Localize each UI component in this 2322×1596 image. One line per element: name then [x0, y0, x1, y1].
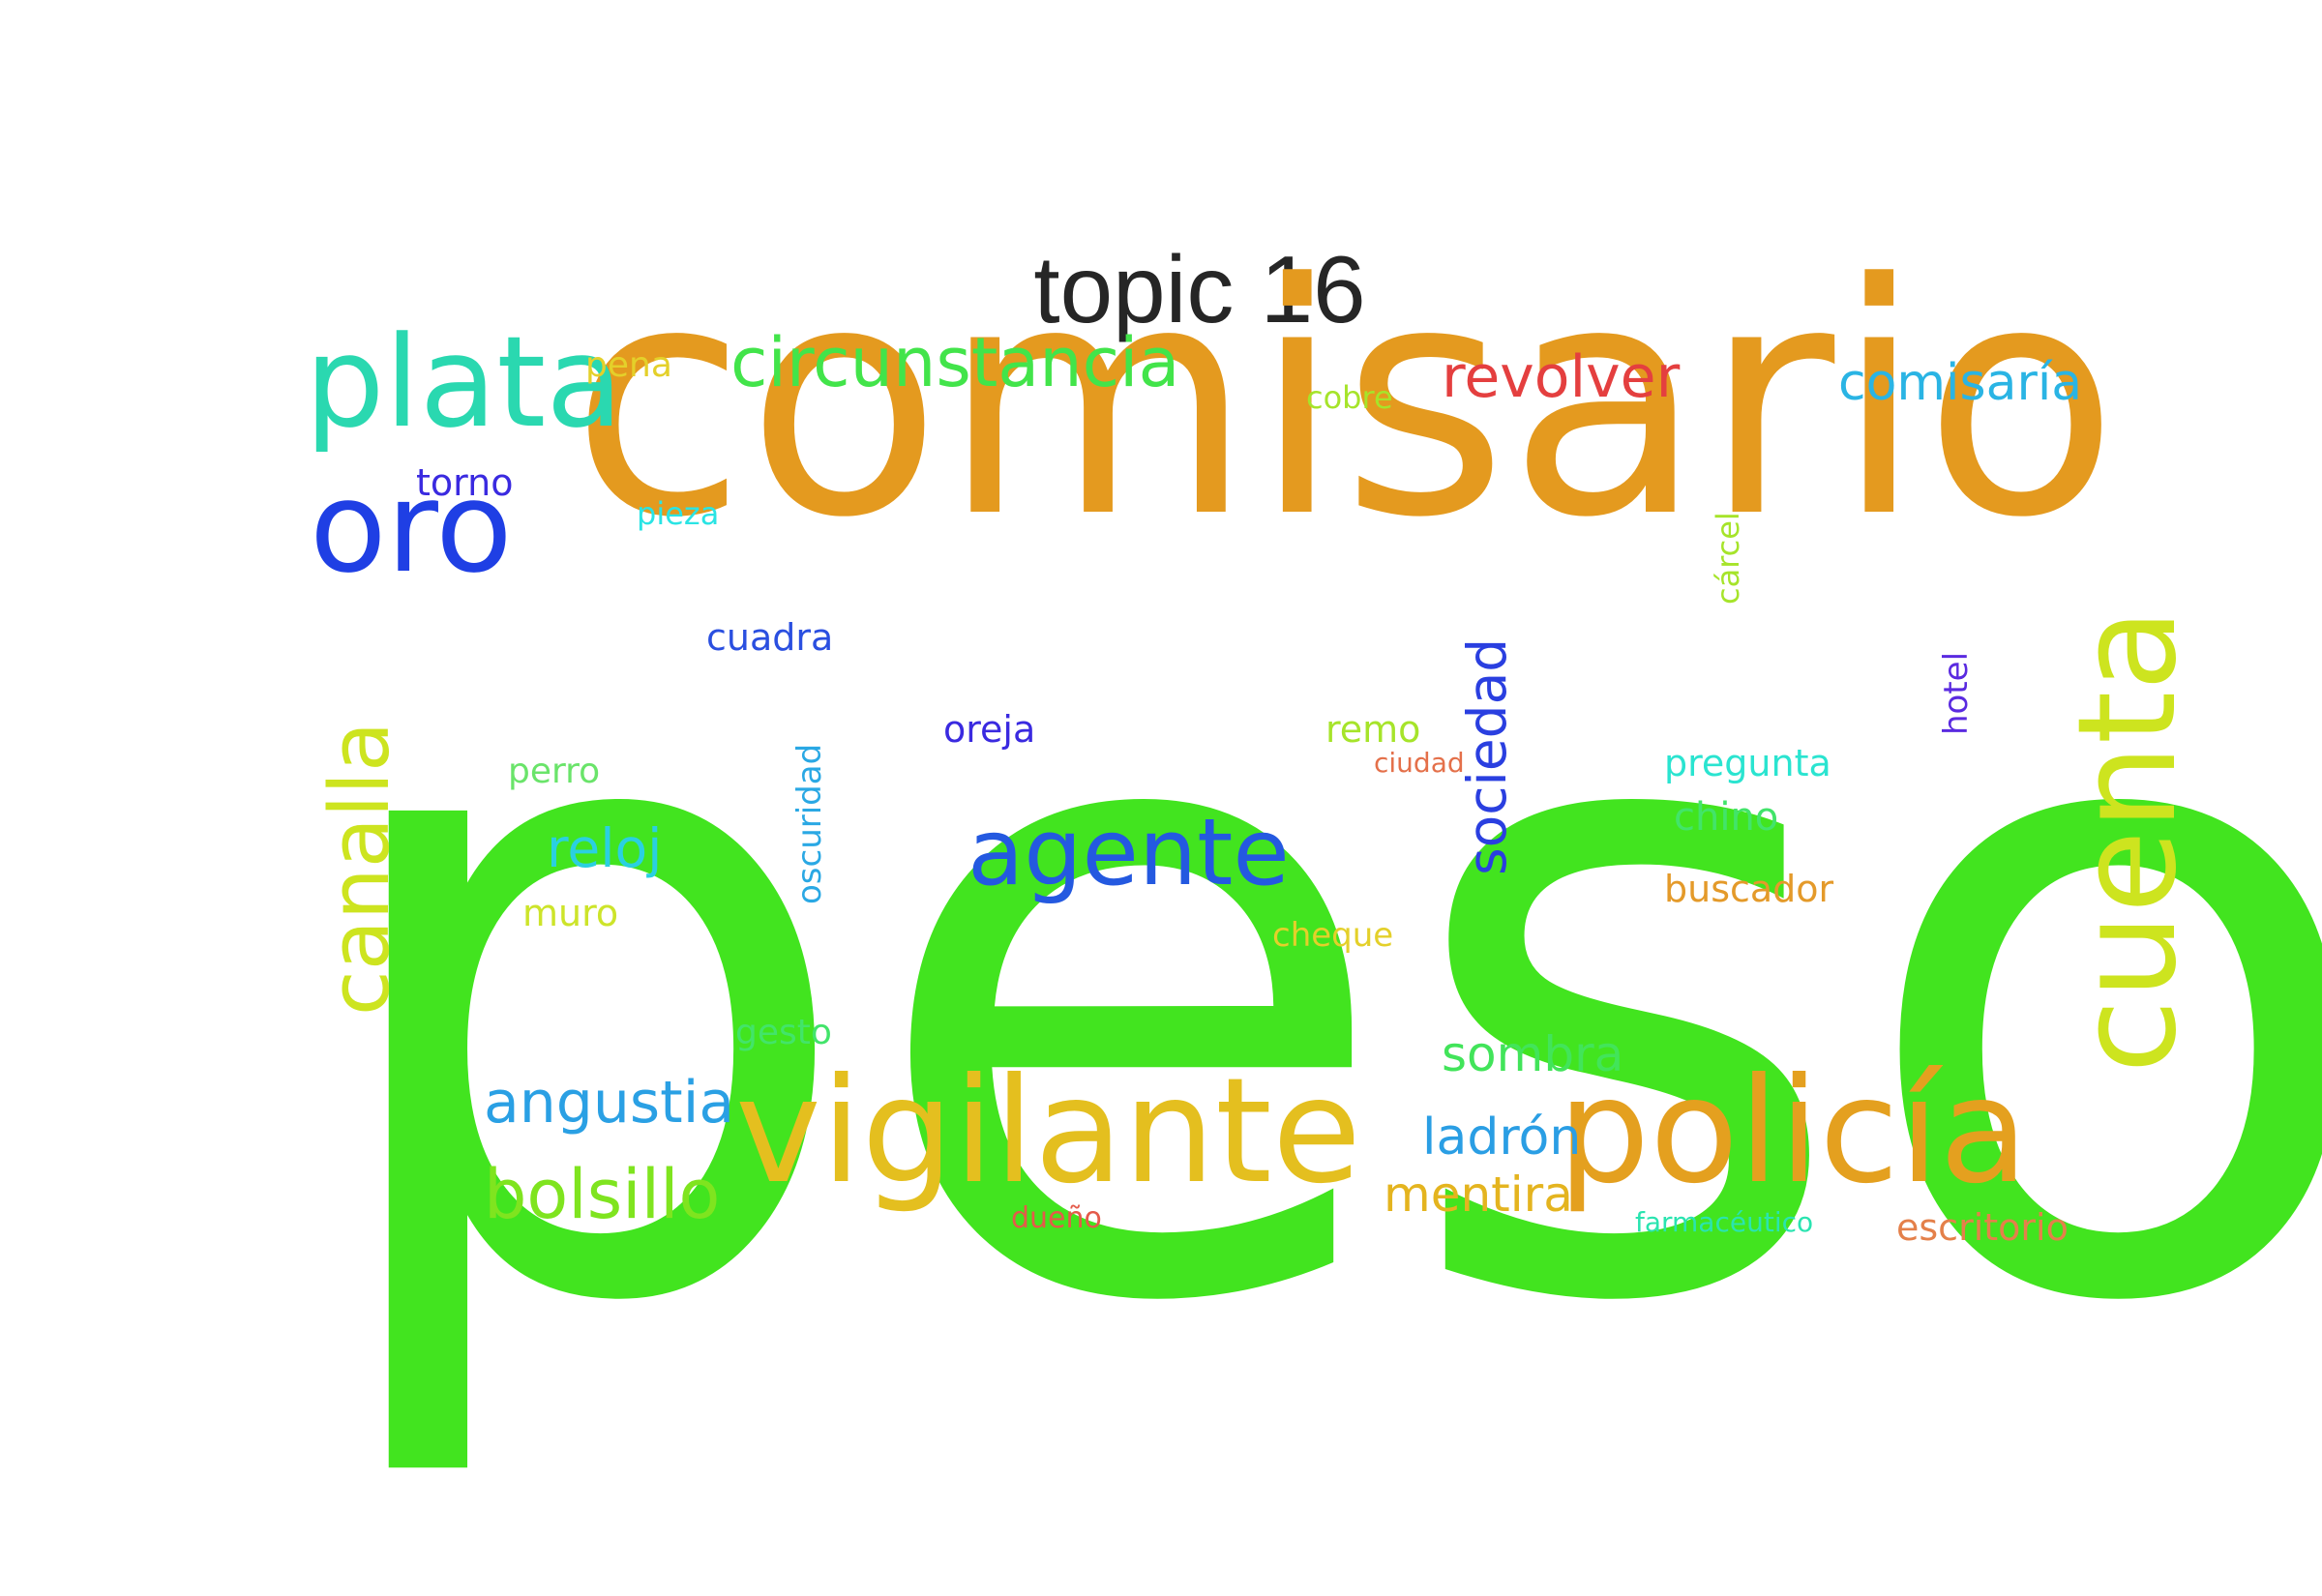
- word-peso: peso: [310, 480, 2322, 1493]
- word-cheque: cheque: [1272, 916, 1394, 955]
- word-ciudad: ciudad: [1374, 747, 1465, 779]
- word-perro: perro: [508, 752, 601, 791]
- word-hotel: hotel: [1937, 651, 1976, 735]
- word-angustia: angustia: [484, 1069, 735, 1137]
- word-reloj: reloj: [547, 817, 663, 879]
- word-policía: policía: [1558, 1048, 2029, 1216]
- word-oro: oro: [310, 454, 513, 601]
- word-pregunta: pregunta: [1664, 742, 1831, 784]
- word-escritorio: escritorio: [1896, 1206, 2069, 1249]
- word-muro: muro: [522, 892, 619, 934]
- word-cuadra: cuadra: [706, 616, 834, 659]
- word-plata: plata: [305, 309, 623, 456]
- word-gesto: gesto: [735, 1013, 832, 1052]
- word-cárcel: cárcel: [1710, 512, 1746, 605]
- word-chino: chino: [1674, 795, 1779, 840]
- chart-title: topic 16: [1033, 236, 1366, 342]
- word-cloud: peso comisario vigilante policía cuenta plata…: [290, 242, 2322, 1422]
- word-mentira: mentira: [1384, 1167, 1573, 1223]
- word-agente: agente: [968, 800, 1290, 906]
- word-comisaría: comisaría: [1838, 354, 2083, 412]
- word-torno: torno: [416, 461, 514, 504]
- word-sociedad: sociedad: [1456, 637, 1518, 875]
- word-canalla: canalla: [313, 721, 408, 1016]
- word-oreja: oreja: [943, 708, 1036, 751]
- word-pieza: pieza: [637, 495, 720, 532]
- word-vigilante: vigilante: [735, 1048, 1362, 1216]
- word-cobre: cobre: [1306, 379, 1393, 416]
- word-circunstancia: circunstancia: [730, 323, 1180, 402]
- word-farmacéutico: farmacéutico: [1635, 1206, 1814, 1238]
- word-sombra: sombra: [1442, 1026, 1624, 1082]
- word-remo: remo: [1325, 708, 1421, 751]
- word-cuenta: cuenta: [2049, 607, 2207, 1074]
- word-revolver: revolver: [1442, 343, 1681, 411]
- word-pena: pena: [585, 345, 672, 385]
- word-oscuridad: oscuridad: [790, 743, 829, 904]
- word-buscador: buscador: [1664, 868, 1834, 910]
- word-dueño: dueño: [1011, 1201, 1102, 1235]
- word-bolsillo: bolsillo: [484, 1155, 721, 1234]
- word-comisario: comisario: [571, 216, 2119, 587]
- word-ladrón: ladrón: [1422, 1108, 1582, 1167]
